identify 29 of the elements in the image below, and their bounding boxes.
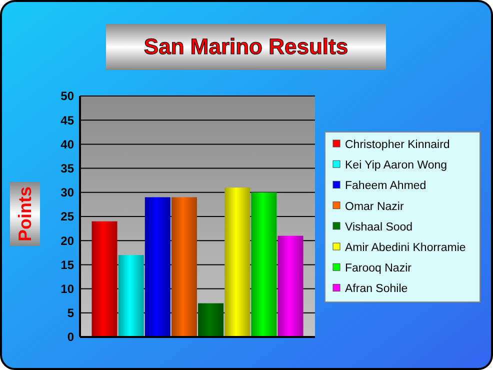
y-tick-label: 35 [60, 162, 74, 176]
bar [171, 197, 197, 337]
bar [144, 197, 170, 337]
y-tick-label: 20 [60, 234, 74, 248]
y-tick-label: 10 [60, 282, 74, 296]
y-tick-label: 15 [60, 258, 74, 272]
legend-label: Christopher Kinnaird [345, 139, 450, 152]
legend-label: Vishaal Sood [345, 221, 413, 234]
legend-label: Kei Yip Aaron Wong [345, 160, 448, 172]
y-axis-title: Points [15, 186, 35, 242]
legend-label: Farooq Nazir [345, 262, 412, 275]
legend-label: Faheem Ahmed [345, 180, 426, 192]
legend-label: Omar Nazir [345, 200, 404, 213]
bar [198, 303, 224, 337]
y-tick-label: 45 [60, 113, 74, 128]
bar [118, 255, 144, 337]
y-tick-label: 50 [60, 89, 74, 104]
legend-label: Amir Abedini Khorramie [345, 242, 466, 254]
y-tick-label: 5 [67, 306, 74, 320]
bar [278, 236, 304, 337]
legend-label: Afran Sohile [345, 283, 408, 296]
y-tick-label: 25 [60, 210, 74, 224]
chart-title: San Marino Results [144, 34, 348, 59]
bar [92, 221, 118, 337]
y-tick-label: 0 [67, 330, 74, 344]
y-tick-label: 30 [60, 186, 74, 200]
bar [251, 192, 277, 337]
bar [224, 188, 250, 337]
y-tick-label: 40 [60, 137, 74, 152]
